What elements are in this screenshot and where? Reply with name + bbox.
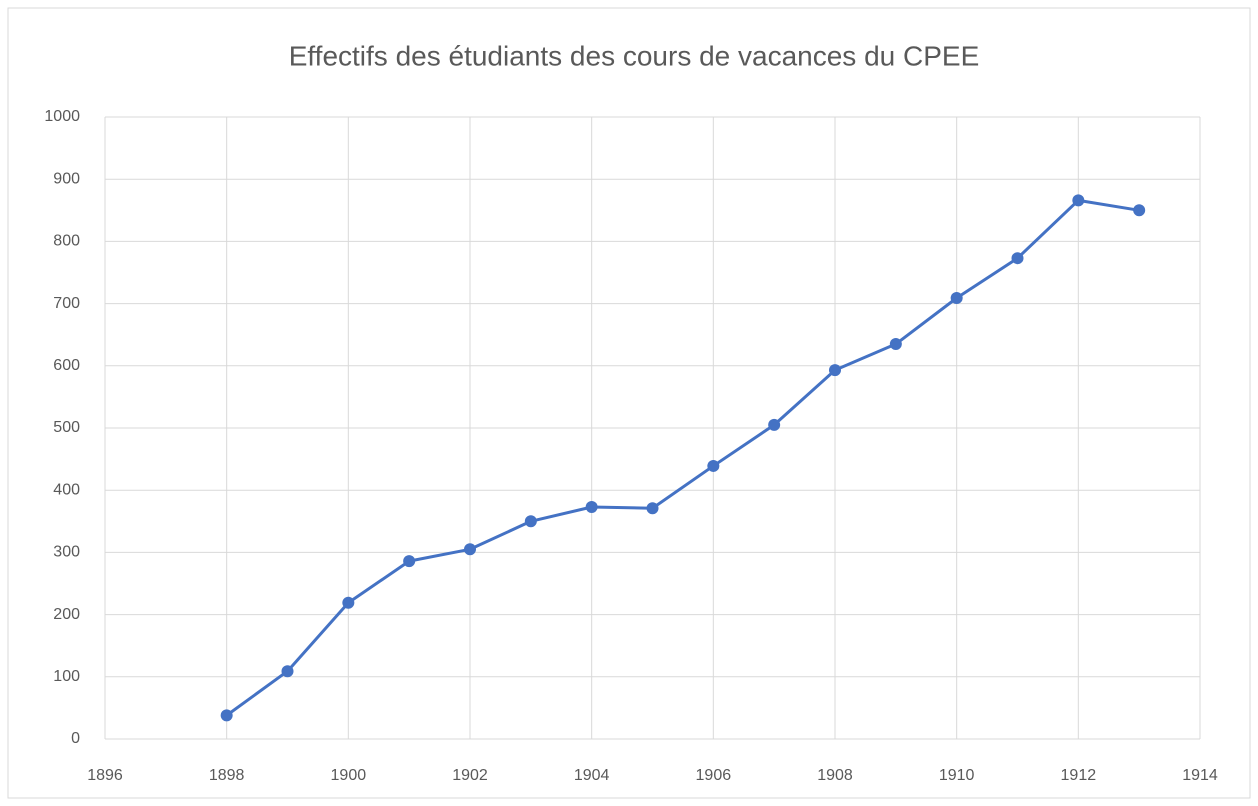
marker — [889, 338, 902, 351]
y-tick-label: 400 — [53, 481, 80, 498]
x-tick-label: 1896 — [87, 767, 123, 784]
x-tick-label: 1910 — [939, 767, 975, 784]
y-tick-label: 100 — [53, 668, 80, 685]
y-tick-label: 300 — [53, 544, 80, 561]
x-tick-label: 1912 — [1061, 767, 1097, 784]
marker — [524, 515, 537, 528]
marker — [768, 418, 781, 431]
marker — [585, 500, 598, 513]
chart-border — [7, 7, 1251, 799]
marker — [1133, 204, 1146, 217]
y-tick-label: 0 — [71, 730, 80, 747]
y-tick-label: 800 — [53, 233, 80, 250]
x-tick-label: 1904 — [574, 767, 610, 784]
y-tick-label: 500 — [53, 419, 80, 436]
marker — [464, 543, 476, 556]
x-tick-label: 1906 — [696, 767, 732, 784]
y-tick-label: 700 — [53, 295, 80, 312]
marker — [281, 665, 294, 678]
marks — [220, 194, 1146, 722]
y-tick-label: 1000 — [44, 108, 80, 125]
y-tick-label: 200 — [53, 606, 80, 623]
x-tick-label: 1900 — [331, 767, 367, 784]
y-tick-label: 600 — [53, 357, 80, 374]
y-tick-label: 900 — [53, 170, 80, 187]
x-tick-label: 1898 — [209, 767, 245, 784]
x-tick-label: 1914 — [1182, 767, 1218, 784]
marker — [1011, 252, 1024, 265]
chart-title: Effectifs des étudiants des cours de vac… — [289, 40, 980, 71]
x-tick-label: 1902 — [452, 767, 488, 784]
marker — [707, 459, 720, 472]
grid — [104, 116, 1201, 740]
marker — [403, 555, 416, 568]
marker — [1072, 194, 1085, 207]
line — [225, 198, 1140, 717]
marker — [220, 709, 233, 722]
marker — [646, 502, 659, 515]
marker — [829, 364, 841, 377]
x-tick-label: 1908 — [817, 767, 853, 784]
marker — [950, 292, 963, 305]
marker — [342, 596, 355, 609]
